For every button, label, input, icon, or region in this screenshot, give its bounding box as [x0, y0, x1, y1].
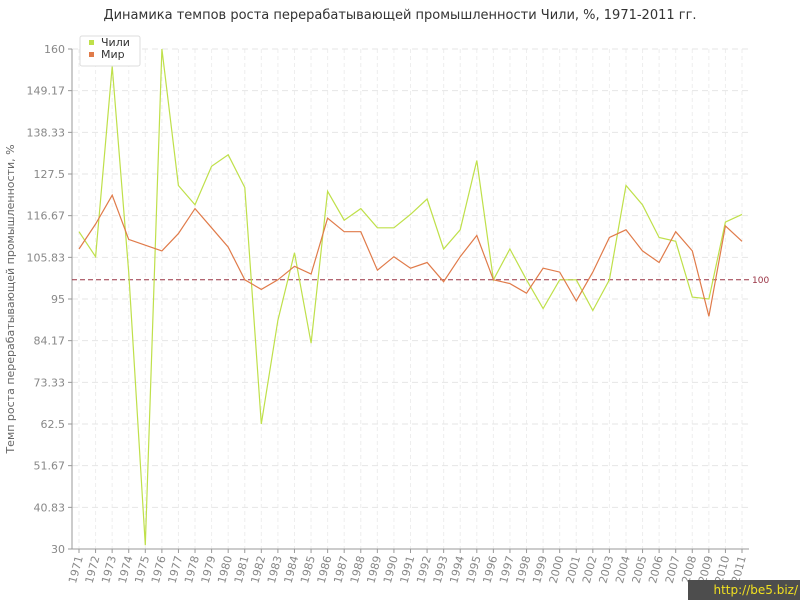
y-tick-label: 40.83 — [34, 501, 66, 514]
y-tick-label: 95 — [51, 293, 65, 306]
y-tick-label: 116.67 — [27, 210, 66, 223]
reference-line-label: 100 — [752, 276, 769, 286]
y-tick-label: 160 — [44, 43, 65, 56]
chart-title: Динамика темпов роста перерабатывающей п… — [103, 8, 697, 23]
legend-label: Чили — [101, 36, 130, 49]
y-tick-label: 105.83 — [27, 251, 66, 264]
legend-box — [79, 35, 141, 67]
legend-marker — [89, 52, 94, 57]
y-axis-label: Темп роста перерабатывающей промышленнос… — [4, 144, 17, 454]
y-tick-label: 84.17 — [34, 335, 66, 348]
y-tick-label: 62.5 — [41, 418, 66, 431]
watermark: http://be5.biz/ — [688, 580, 800, 600]
legend-label: Мир — [101, 48, 125, 61]
legend-marker — [89, 40, 94, 45]
y-tick-label: 30 — [51, 543, 65, 556]
y-tick-label: 149.17 — [27, 85, 66, 98]
y-tick-label: 51.67 — [34, 460, 66, 473]
series-line-world — [78, 193, 743, 317]
y-tick-label: 127.5 — [34, 168, 66, 181]
y-tick-label: 138.33 — [27, 126, 66, 139]
series-line-chile — [78, 48, 743, 546]
y-tick-label: 73.33 — [34, 376, 66, 389]
